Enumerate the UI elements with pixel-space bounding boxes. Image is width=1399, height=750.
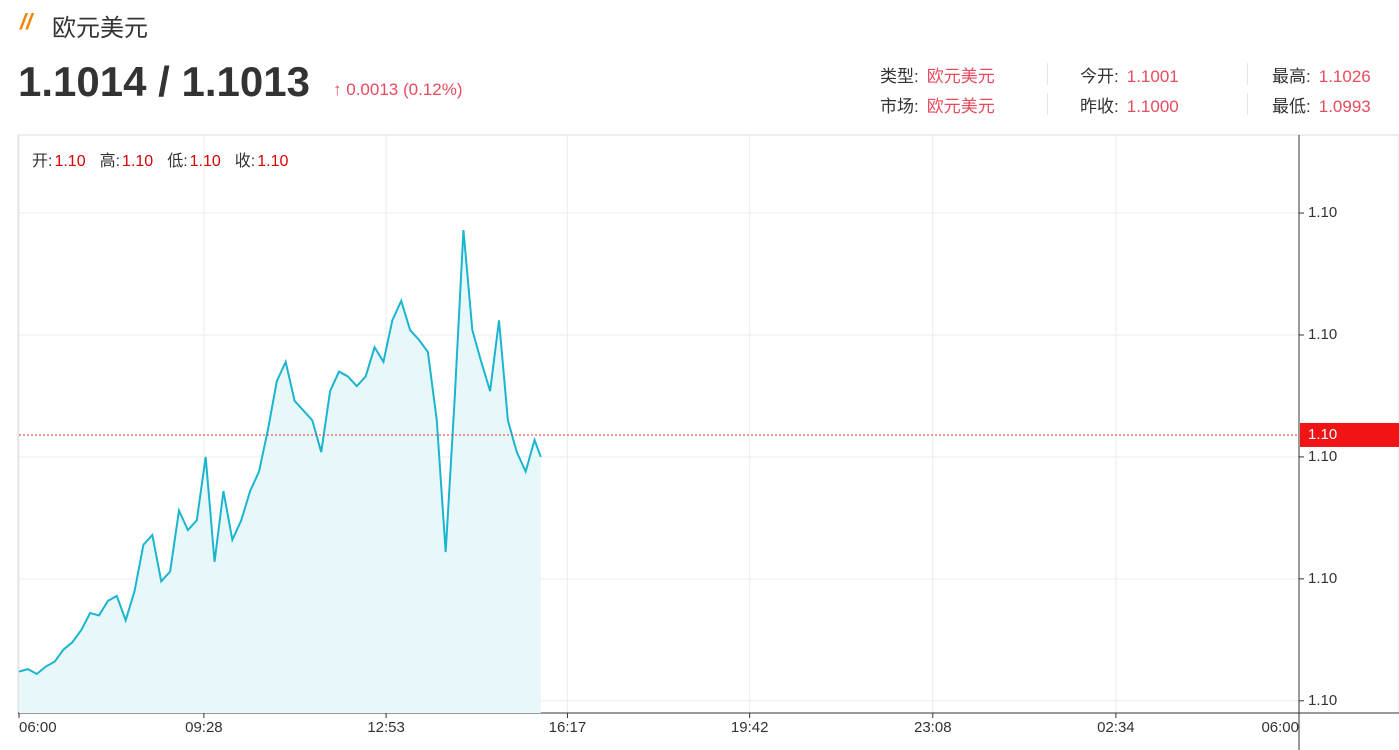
y-tick-label: 1.10 <box>1308 692 1337 709</box>
up-arrow: ↑ <box>333 80 347 99</box>
separator <box>1047 93 1048 115</box>
info-label: 最低: <box>1272 97 1311 116</box>
info-value: 欧元美元 <box>926 97 995 116</box>
ohlc-label: 开: <box>32 153 53 170</box>
info-label: 今开: <box>1080 67 1119 86</box>
info-label: 最高: <box>1272 67 1311 86</box>
ohlc-value: 1.10 <box>122 153 154 170</box>
ohlc-label: 高: <box>99 153 121 170</box>
x-tick-label: 09:28 <box>185 719 223 736</box>
info-item: 最高: 1.1026 <box>1272 62 1371 87</box>
price: 1.1014 / 1.1013 <box>18 58 310 105</box>
ohlc-value: 1.10 <box>54 153 86 170</box>
info-label: 类型: <box>880 67 919 86</box>
price-line <box>18 230 542 676</box>
info-value: 1.1001 <box>1126 67 1179 86</box>
x-tick-label: 06:00 <box>1261 719 1299 736</box>
ohlc-value: 1.10 <box>189 153 221 170</box>
current-label: 1.10 <box>1308 426 1337 443</box>
info-item: 昨收: 1.1000 <box>1080 92 1179 117</box>
logo-mark: // <box>20 9 33 34</box>
separator <box>1047 63 1048 85</box>
title: 欧元美元 <box>52 15 148 42</box>
change: ↑ 0.0013 (0.12%) <box>333 80 462 100</box>
ohlc-label: 收: <box>234 153 256 170</box>
info-item: 今开: 1.1001 <box>1080 62 1179 87</box>
separator <box>1247 93 1248 115</box>
ohlc-value: 1.10 <box>257 153 289 170</box>
x-tick-label: 06:00 <box>19 719 57 736</box>
info-value: 1.1000 <box>1126 97 1179 116</box>
info-item: 类型: 欧元美元 <box>880 62 995 87</box>
info-value: 1.1026 <box>1318 67 1371 86</box>
y-tick-label: 1.10 <box>1308 204 1337 221</box>
x-tick-label: 23:08 <box>914 719 952 736</box>
area <box>19 230 541 713</box>
ohlc-label: 低: <box>167 153 188 170</box>
info-label: 市场: <box>880 97 919 116</box>
info-value: 1.0993 <box>1318 97 1371 116</box>
y-tick-label: 1.10 <box>1308 448 1337 465</box>
y-tick-label: 1.10 <box>1308 326 1337 343</box>
info-item: 市场: 欧元美元 <box>880 92 995 117</box>
x-tick-label: 19:42 <box>731 719 769 736</box>
separator <box>1247 63 1248 85</box>
x-tick-label: 12:53 <box>367 719 405 736</box>
y-tick-label: 1.10 <box>1308 570 1337 587</box>
ohlc: 开: 1.10 高: 1.10 低: 1.10 收: 1.10 <box>32 147 302 171</box>
x-tick-label: 16:17 <box>549 719 587 736</box>
info-item: 最低: 1.0993 <box>1272 92 1371 117</box>
x-tick-label: 02:34 <box>1097 719 1135 736</box>
current-badge <box>1300 422 1399 447</box>
change-value: 0.0013 (0.12%) <box>346 80 463 99</box>
info-value: 欧元美元 <box>926 67 995 86</box>
info-label: 昨收: <box>1080 97 1119 116</box>
